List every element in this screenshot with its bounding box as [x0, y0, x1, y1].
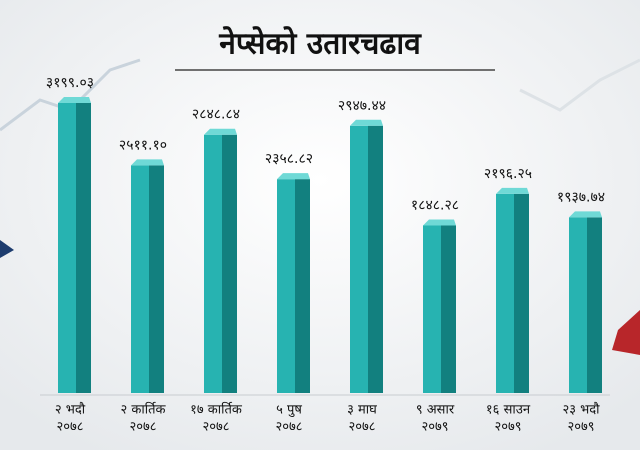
bar-side — [368, 125, 383, 394]
x-tick-label: २ कार्तिक — [120, 402, 166, 418]
bar-side — [149, 165, 164, 393]
bar-side — [76, 103, 91, 393]
bar-side — [295, 179, 310, 393]
bar-top — [131, 159, 164, 166]
value-label: २३५८.८२ — [265, 151, 313, 167]
value-label: २१९६.२५ — [484, 166, 532, 182]
bar — [350, 125, 368, 394]
bar-top — [204, 128, 237, 135]
x-tick-label: ३ माघ — [347, 403, 377, 418]
bar — [204, 134, 222, 393]
x-tick-label: २ भदौ — [55, 402, 86, 418]
chart-title: नेप्सेको उतारचढाव — [218, 26, 422, 62]
bar-top — [58, 97, 91, 103]
x-tick-label: २०७८ — [202, 420, 229, 435]
x-tick-label: १७ कार्तिक — [190, 402, 243, 418]
bar-top — [350, 119, 383, 126]
value-label: १९३७.७४ — [557, 189, 605, 205]
x-tick-label: २०७८ — [275, 420, 302, 435]
bar-side — [441, 225, 456, 393]
bar — [569, 217, 587, 393]
bar — [277, 179, 295, 393]
bar-top — [496, 187, 529, 194]
bar — [131, 165, 149, 393]
value-label: २९४७.४४ — [338, 98, 386, 114]
decor-line — [519, 58, 640, 112]
x-tick-label: ९ असार — [416, 403, 455, 418]
x-tick-label: ५ पुष — [276, 403, 302, 418]
x-tick-label: २०७८ — [348, 420, 375, 435]
bar-side — [222, 134, 237, 393]
value-label: २८४८.८४ — [192, 107, 240, 123]
bar-top — [569, 211, 602, 218]
bar — [423, 225, 441, 393]
x-tick-label: १६ साउन — [486, 403, 531, 418]
value-label: १८४८.२८ — [411, 197, 459, 213]
x-tick-label: २०७९ — [494, 420, 521, 435]
bar — [496, 193, 514, 393]
value-label: २५११.१० — [119, 137, 167, 153]
bar-top — [277, 173, 310, 180]
x-tick-label: २०७८ — [129, 420, 156, 435]
bar-side — [587, 217, 602, 393]
decor-bear — [612, 310, 640, 355]
value-label: ३१९९.०३ — [46, 75, 94, 91]
x-tick-label: २०७९ — [567, 420, 594, 435]
x-tick-label: २०७९ — [421, 420, 448, 435]
decor-bull — [0, 240, 14, 258]
bar-top — [423, 219, 456, 226]
bar — [58, 103, 76, 393]
x-tick-label: २०७८ — [56, 420, 83, 435]
bar-side — [514, 193, 529, 393]
x-tick-label: २३ भदौ — [562, 402, 600, 418]
